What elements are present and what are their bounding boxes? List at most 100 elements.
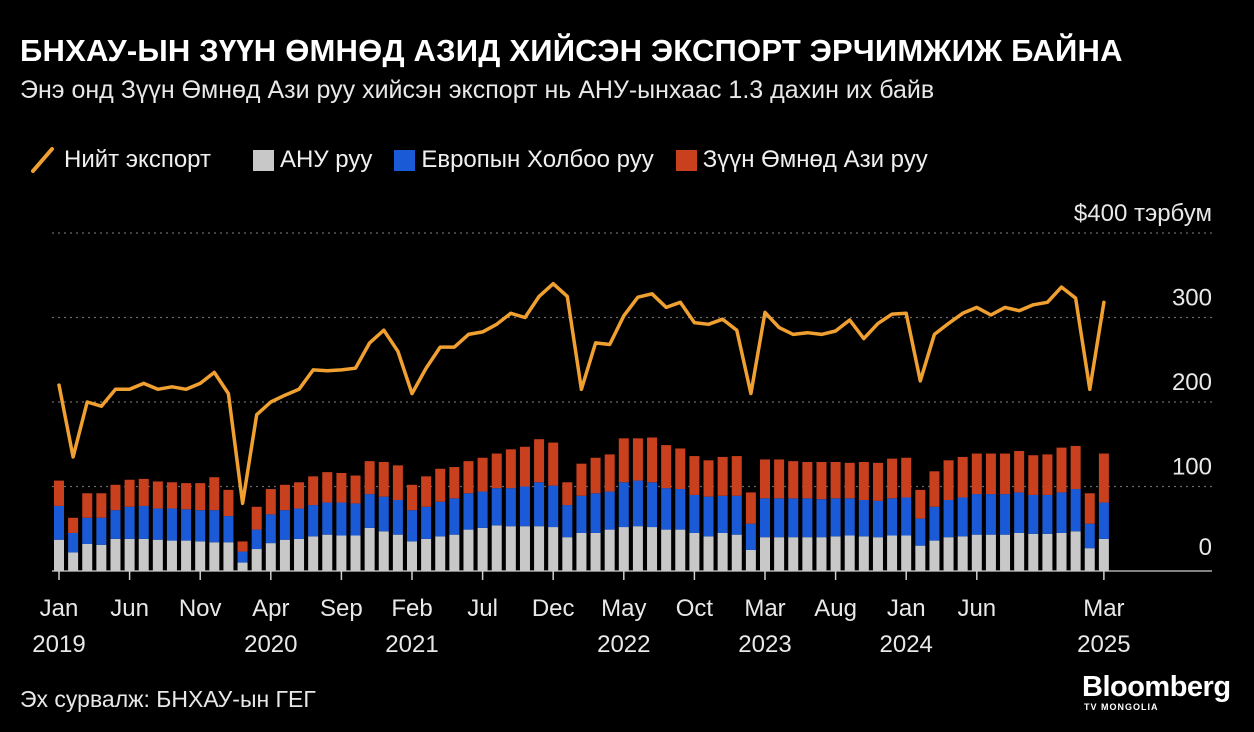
bar-segment — [166, 482, 177, 509]
bar-segment — [68, 552, 79, 571]
logo-sub-text: TV MONGOLIA — [1084, 702, 1159, 712]
bar-segment — [562, 482, 573, 506]
bar-segment — [152, 481, 163, 509]
x-tick-month-label: Jun — [957, 595, 996, 622]
bar-segment — [251, 529, 262, 550]
bar-segment — [788, 498, 799, 538]
bar-segment — [872, 500, 883, 538]
bar-segment — [166, 540, 177, 571]
bar-segment — [901, 497, 912, 536]
y-tick-label: 100 — [1172, 454, 1212, 481]
legend: Нийт экспорт АНУ руу Европын Холбоо руу … — [30, 145, 942, 175]
bar-segment — [816, 537, 827, 571]
legend-item-eu: Европын Холбоо руу — [394, 146, 654, 174]
bar-segment — [195, 510, 206, 542]
bar-segment — [322, 502, 333, 535]
bar-segment — [788, 537, 799, 571]
bar-segment — [1028, 533, 1039, 571]
bar-segment — [703, 460, 714, 497]
bar-segment — [590, 532, 601, 571]
legend-label-eu: Европын Холбоо руу — [421, 146, 654, 173]
bar-segment — [1014, 451, 1025, 493]
bar-segment — [279, 484, 290, 511]
bar-segment — [265, 543, 276, 571]
x-tick-year-label: 2019 — [32, 631, 85, 658]
bar-segment — [1028, 494, 1039, 534]
bar-segment — [1042, 494, 1053, 534]
legend-item-total: Нийт экспорт — [30, 145, 211, 175]
bar-segment — [689, 494, 700, 533]
bar-segment — [463, 529, 474, 571]
bar-segment — [816, 499, 827, 538]
bar-segment — [1000, 534, 1011, 571]
bloomberg-logo: Bloomberg TV MONGOLIA — [1082, 672, 1231, 712]
bar-segment — [703, 496, 714, 537]
bar-segment — [364, 461, 375, 495]
x-tick-month-label: Jan — [887, 595, 926, 622]
bar-segment — [1084, 493, 1095, 524]
bar-segment — [985, 494, 996, 535]
bar-segment — [1098, 538, 1109, 571]
x-tick-year-label: 2020 — [244, 631, 297, 658]
bar-segment — [985, 534, 996, 571]
bar-segment — [745, 492, 756, 524]
bar-segment — [449, 498, 460, 535]
bar-segment — [534, 526, 545, 571]
bar-segment — [378, 461, 389, 497]
bar-segment — [294, 538, 305, 571]
bar-segment — [209, 542, 220, 571]
x-tick-month-label: Jun — [110, 595, 149, 622]
bar-segment — [477, 491, 488, 528]
bar-segment — [237, 541, 248, 552]
bar-segment — [858, 500, 869, 537]
bar-segment — [576, 532, 587, 571]
bar-segment — [872, 537, 883, 571]
bar-segment — [294, 482, 305, 509]
bar-segment — [477, 527, 488, 571]
bar-segment — [124, 506, 135, 539]
bar-segment — [82, 493, 93, 518]
chart-title: БНХАУ-ЫН ЗҮҮН ӨМНӨД АЗИД ХИЙСЭН ЭКСПОРТ … — [20, 33, 1123, 68]
bar-segment — [124, 479, 135, 507]
bar-segment — [68, 517, 79, 533]
bar-segment — [251, 549, 262, 571]
bar-segment — [491, 525, 502, 571]
bar-segment — [689, 532, 700, 571]
bar-segment — [364, 527, 375, 571]
bar-segment — [519, 486, 530, 527]
bar-segment — [887, 535, 898, 571]
bar-segment — [534, 482, 545, 527]
bar-segment — [1070, 489, 1081, 532]
bar-segment — [1070, 531, 1081, 571]
bar-segment — [915, 518, 926, 546]
bar-segment — [54, 480, 64, 506]
bar-segment — [844, 462, 855, 499]
bar-segment — [209, 477, 220, 511]
bar-segment — [152, 539, 163, 571]
bar-segment — [703, 536, 714, 571]
bar-segment — [449, 467, 460, 499]
bar-segment — [505, 449, 516, 489]
bar-segment — [548, 485, 559, 528]
bar-segment — [350, 535, 361, 571]
bar-segment — [54, 505, 64, 540]
logo-main-text: Bloomberg — [1082, 671, 1231, 703]
bar-segment — [661, 529, 672, 571]
bar-segment — [1084, 523, 1095, 549]
bar-segment — [717, 495, 728, 533]
bar-segment — [830, 536, 841, 571]
bar-segment — [534, 439, 545, 483]
bar-segment — [392, 534, 403, 571]
x-tick-month-label: Jul — [467, 595, 498, 622]
bar-segment — [618, 482, 629, 528]
bar-segment — [802, 461, 813, 499]
bar-segment — [604, 491, 615, 530]
x-tick-month-label: Mar — [1083, 595, 1124, 622]
bar-segment — [689, 456, 700, 495]
bar-segment — [717, 456, 728, 496]
bar-segment — [1056, 532, 1067, 571]
bar-segment — [548, 527, 559, 571]
bar-segment — [505, 488, 516, 527]
bar-segment — [181, 483, 192, 510]
